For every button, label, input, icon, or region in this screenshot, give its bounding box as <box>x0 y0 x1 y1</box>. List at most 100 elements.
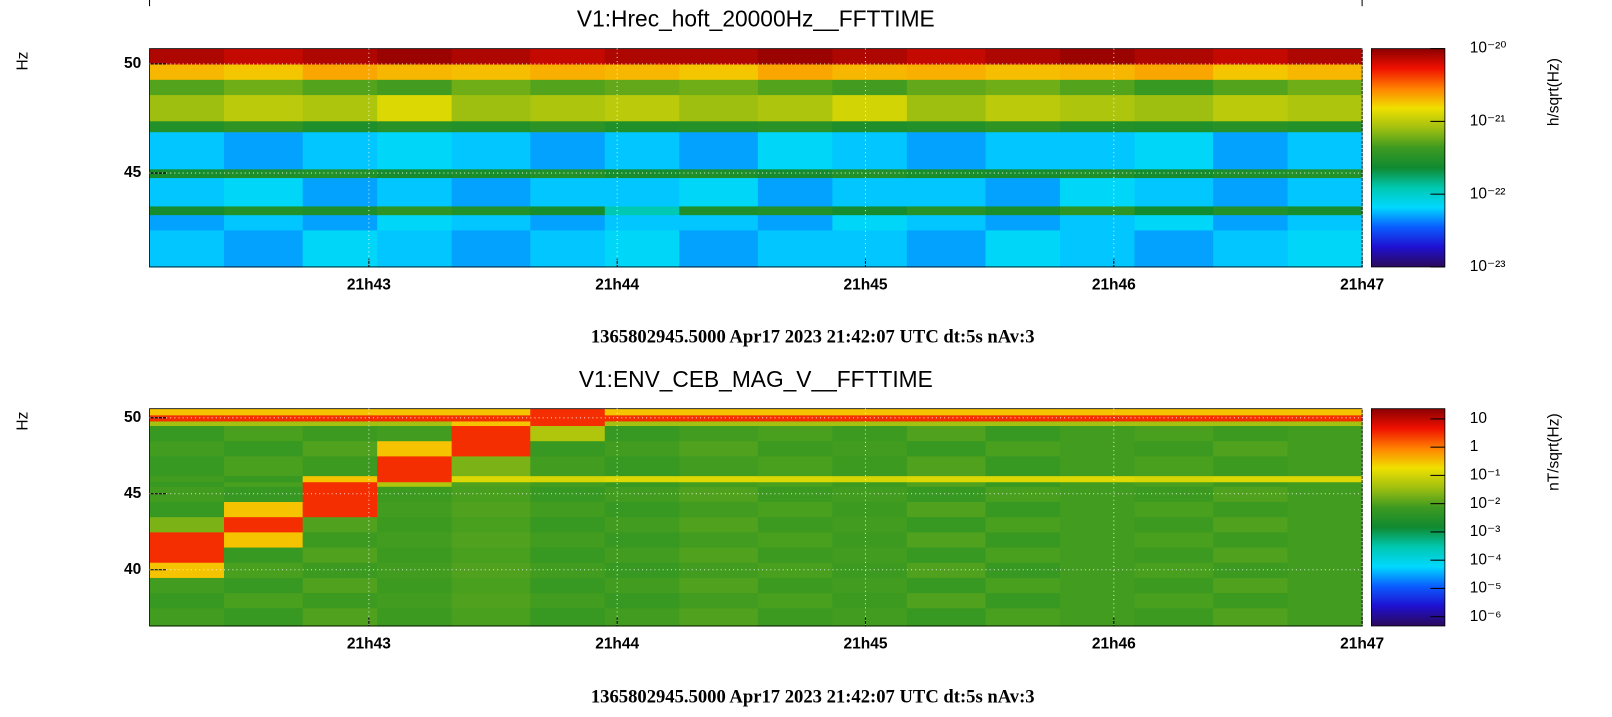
heatmap-cell <box>604 229 680 268</box>
heatmap-cell <box>1060 501 1136 518</box>
heatmap-cell <box>906 516 987 533</box>
heatmap-cell <box>451 205 531 216</box>
heatmap-cell <box>906 48 987 65</box>
heatmap-cell <box>302 408 378 416</box>
heatmap-cell <box>149 79 225 96</box>
heatmap-cell <box>679 79 759 96</box>
heatmap-cell <box>985 440 1061 457</box>
heatmap-cell <box>1134 414 1214 422</box>
heatmap-cell <box>451 131 531 170</box>
heatmap-cell <box>1134 577 1214 594</box>
heatmap-cell <box>1134 486 1214 502</box>
heatmap-cell <box>985 408 1061 416</box>
heatmap-cell <box>1134 205 1214 216</box>
heatmap-cell <box>832 440 908 457</box>
heatmap-cell <box>1213 501 1289 518</box>
heatmap-cell <box>224 592 304 609</box>
heatmap-cell <box>679 516 759 533</box>
heatmap-cell <box>757 592 834 609</box>
heatmap-cell <box>679 592 759 609</box>
heatmap-cell <box>224 214 304 231</box>
heatmap-cell <box>530 48 606 65</box>
heatmap-cell <box>906 94 987 122</box>
heatmap-cell <box>679 120 759 133</box>
heatmap-cell <box>530 229 606 268</box>
heatmap-cell <box>604 481 680 487</box>
heatmap-cell <box>149 440 225 457</box>
heatmap-cell <box>1134 48 1214 65</box>
heatmap-cell <box>757 420 834 427</box>
heatmap-cell <box>530 592 606 609</box>
heatmap-cell <box>1134 120 1214 133</box>
heatmap-cell <box>149 131 225 170</box>
heatmap-cell <box>1060 79 1136 96</box>
heatmap-cell <box>1060 425 1136 442</box>
heatmap <box>149 408 1363 627</box>
heatmap-cell <box>302 546 378 563</box>
heatmap-cell <box>1213 120 1289 133</box>
heatmap-cell <box>530 440 606 457</box>
heatmap-cell <box>224 440 304 457</box>
heatmap-cell <box>679 607 759 627</box>
heatmap-cell <box>679 486 759 502</box>
heatmap-cell <box>679 440 759 457</box>
heatmap-cell <box>832 214 908 231</box>
heatmap-cell <box>985 63 1061 80</box>
heatmap-cell <box>1213 531 1289 548</box>
heatmap-cell <box>149 120 225 133</box>
heatmap-cell <box>906 546 987 563</box>
heatmap-cell <box>224 229 304 268</box>
heatmap-cell <box>1060 94 1136 122</box>
heatmap-cell <box>1060 577 1136 594</box>
heatmap-cell <box>302 79 378 96</box>
heatmap-cell <box>224 131 304 170</box>
z-tick-label: 10⁻² <box>1470 495 1501 512</box>
heatmap-cell <box>1287 120 1363 133</box>
heatmap-cell <box>1060 214 1136 231</box>
heatmap-cell <box>1287 531 1363 548</box>
heatmap-cell <box>604 214 680 231</box>
heatmap-cell <box>377 546 453 563</box>
heatmap-cell <box>302 177 378 207</box>
heatmap-cell <box>377 516 453 533</box>
heatmap-cell <box>757 120 834 133</box>
heatmap-cell <box>451 63 531 80</box>
heatmap-cell <box>985 516 1061 533</box>
heatmap-cell <box>377 48 453 65</box>
heatmap-cell <box>906 440 987 457</box>
heatmap-cell <box>302 592 378 609</box>
heatmap-cell <box>985 607 1061 627</box>
heatmap-cell <box>224 562 304 578</box>
heatmap-cell <box>1060 455 1136 477</box>
heatmap-cell <box>530 546 606 563</box>
heatmap-cell <box>1134 592 1214 609</box>
x-tick-label: 21h45 <box>844 636 888 653</box>
heatmap-cell <box>530 420 606 427</box>
heatmap-cell <box>604 94 680 122</box>
heatmap-cell <box>679 420 759 427</box>
z-tick-label: 10⁻²¹ <box>1470 112 1506 129</box>
heatmap-cell <box>679 455 759 477</box>
heatmap-cell <box>1060 440 1136 457</box>
heatmap-cell <box>832 592 908 609</box>
heatmap-cell <box>149 577 225 594</box>
heatmap-cell <box>679 205 759 216</box>
heatmap-cell <box>451 94 531 122</box>
heatmap-cell <box>679 414 759 422</box>
heatmap-cell <box>377 214 453 231</box>
heatmap-cell <box>604 607 680 627</box>
heatmap-cell <box>906 414 987 422</box>
heatmap-cell <box>679 577 759 594</box>
heatmap-cell <box>679 501 759 518</box>
heatmap-cell <box>1134 475 1214 483</box>
heatmap-cell <box>757 440 834 457</box>
heatmap-cell <box>1213 408 1289 416</box>
x-tick-label: 21h45 <box>844 277 888 294</box>
heatmap-cell <box>906 79 987 96</box>
heatmap-cell <box>832 131 908 170</box>
heatmap-cell <box>1213 79 1289 96</box>
heatmap-cell <box>757 481 834 487</box>
heatmap-cell <box>451 177 531 207</box>
heatmap-cell <box>224 455 304 477</box>
x-tick-label: 21h46 <box>1092 277 1136 294</box>
